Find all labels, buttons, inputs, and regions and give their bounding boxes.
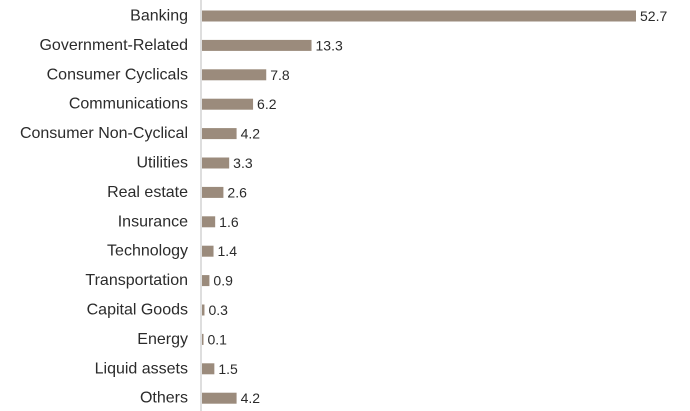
bar-real-estate [202, 186, 224, 198]
value-label-transportation: 0.9 [213, 273, 233, 289]
category-labels-group: Banking Government-Related Consumer Cyclic… [20, 8, 188, 407]
category-label-technology: Technology [107, 243, 188, 260]
value-label-consumer-cyclicals: 7.8 [270, 67, 290, 83]
bar-energy [202, 333, 204, 345]
category-label-insurance: Insurance [118, 213, 188, 230]
bar-liquid-assets [202, 363, 215, 375]
bar-government-related [202, 39, 312, 51]
value-label-banking: 52.7 [640, 8, 667, 24]
value-label-utilities: 3.3 [233, 155, 253, 171]
category-label-banking: Banking [130, 8, 188, 25]
bar-insurance [202, 216, 216, 228]
bar-utilities [202, 157, 230, 169]
category-label-capital-goods: Capital Goods [87, 302, 188, 319]
category-label-energy: Energy [137, 331, 188, 348]
category-label-consumer-non-cyclical: Consumer Non-Cyclical [20, 125, 188, 142]
category-label-liquid-assets: Liquid assets [95, 360, 188, 377]
bar-transportation [202, 275, 210, 287]
bar-consumer-non-cyclical [202, 128, 237, 140]
category-label-transportation: Transportation [85, 272, 188, 289]
bar-consumer-cyclicals [202, 69, 267, 81]
value-label-technology: 1.4 [218, 243, 238, 259]
category-label-real-estate: Real estate [107, 184, 188, 201]
bar-communications [202, 98, 254, 110]
value-label-insurance: 1.6 [219, 214, 239, 230]
value-label-capital-goods: 0.3 [208, 302, 228, 318]
value-label-real-estate: 2.6 [227, 184, 247, 200]
value-labels-group: 52.7 13.3 7.8 6.2 4.2 3.3 2.6 1.6 1.4 0.9 0.3 0.1 1.… [208, 8, 668, 406]
category-label-government-related: Government-Related [39, 37, 188, 54]
bars-group [202, 10, 636, 404]
category-label-consumer-cyclicals: Consumer Cyclicals [47, 66, 188, 83]
value-label-liquid-assets: 1.5 [218, 361, 238, 377]
value-label-communications: 6.2 [257, 96, 277, 112]
value-label-energy: 0.1 [208, 331, 228, 347]
value-label-consumer-non-cyclical: 4.2 [241, 126, 261, 142]
category-label-communications: Communications [69, 96, 188, 113]
bar-capital-goods [202, 304, 205, 316]
category-label-utilities: Utilities [136, 155, 188, 172]
bar-technology [202, 245, 214, 257]
value-label-government-related: 13.3 [316, 37, 343, 53]
category-label-others: Others [140, 390, 188, 407]
bar-banking [202, 10, 636, 22]
bar-others [202, 392, 237, 404]
value-label-others: 4.2 [241, 390, 261, 406]
